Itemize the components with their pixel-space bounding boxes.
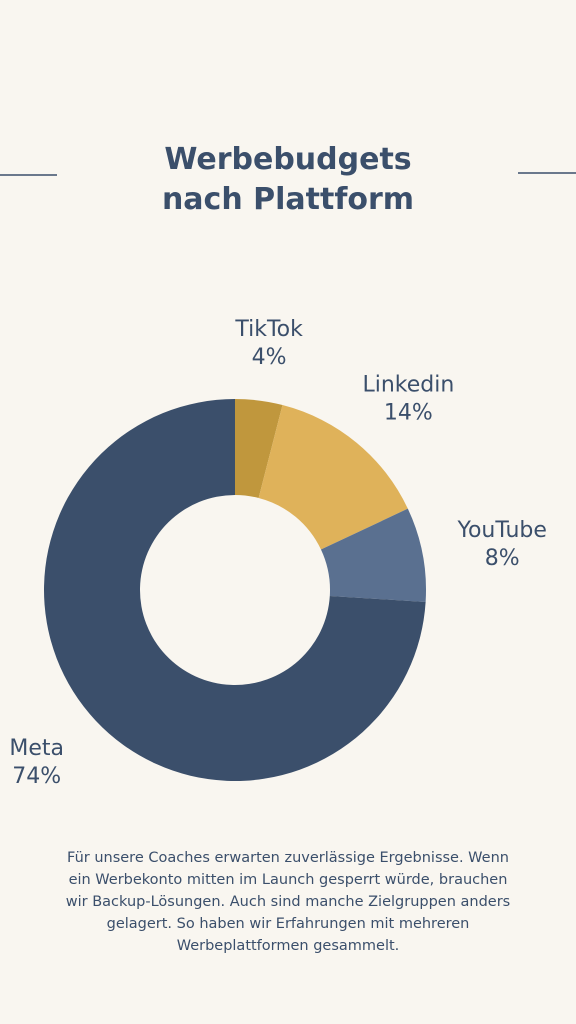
donut-slice [235,399,283,498]
slice-label: Meta [9,736,64,761]
description: Für unsere Coaches erwarten zuverlässige… [65,850,511,954]
donut-slice [44,399,426,781]
slice-value-label: 14% [384,400,433,425]
slice-label: Linkedin [362,372,454,397]
slice-label: YouTube [456,518,546,543]
slice-value-label: 8% [485,546,520,571]
slice-label: TikTok [234,317,303,342]
slice-value-label: 74% [12,764,61,789]
slice-value-label: 4% [252,345,287,370]
chart-title: Werbebudgets nach Plattform [161,142,415,217]
donut-slice [320,508,427,602]
donut-slice [258,405,408,550]
